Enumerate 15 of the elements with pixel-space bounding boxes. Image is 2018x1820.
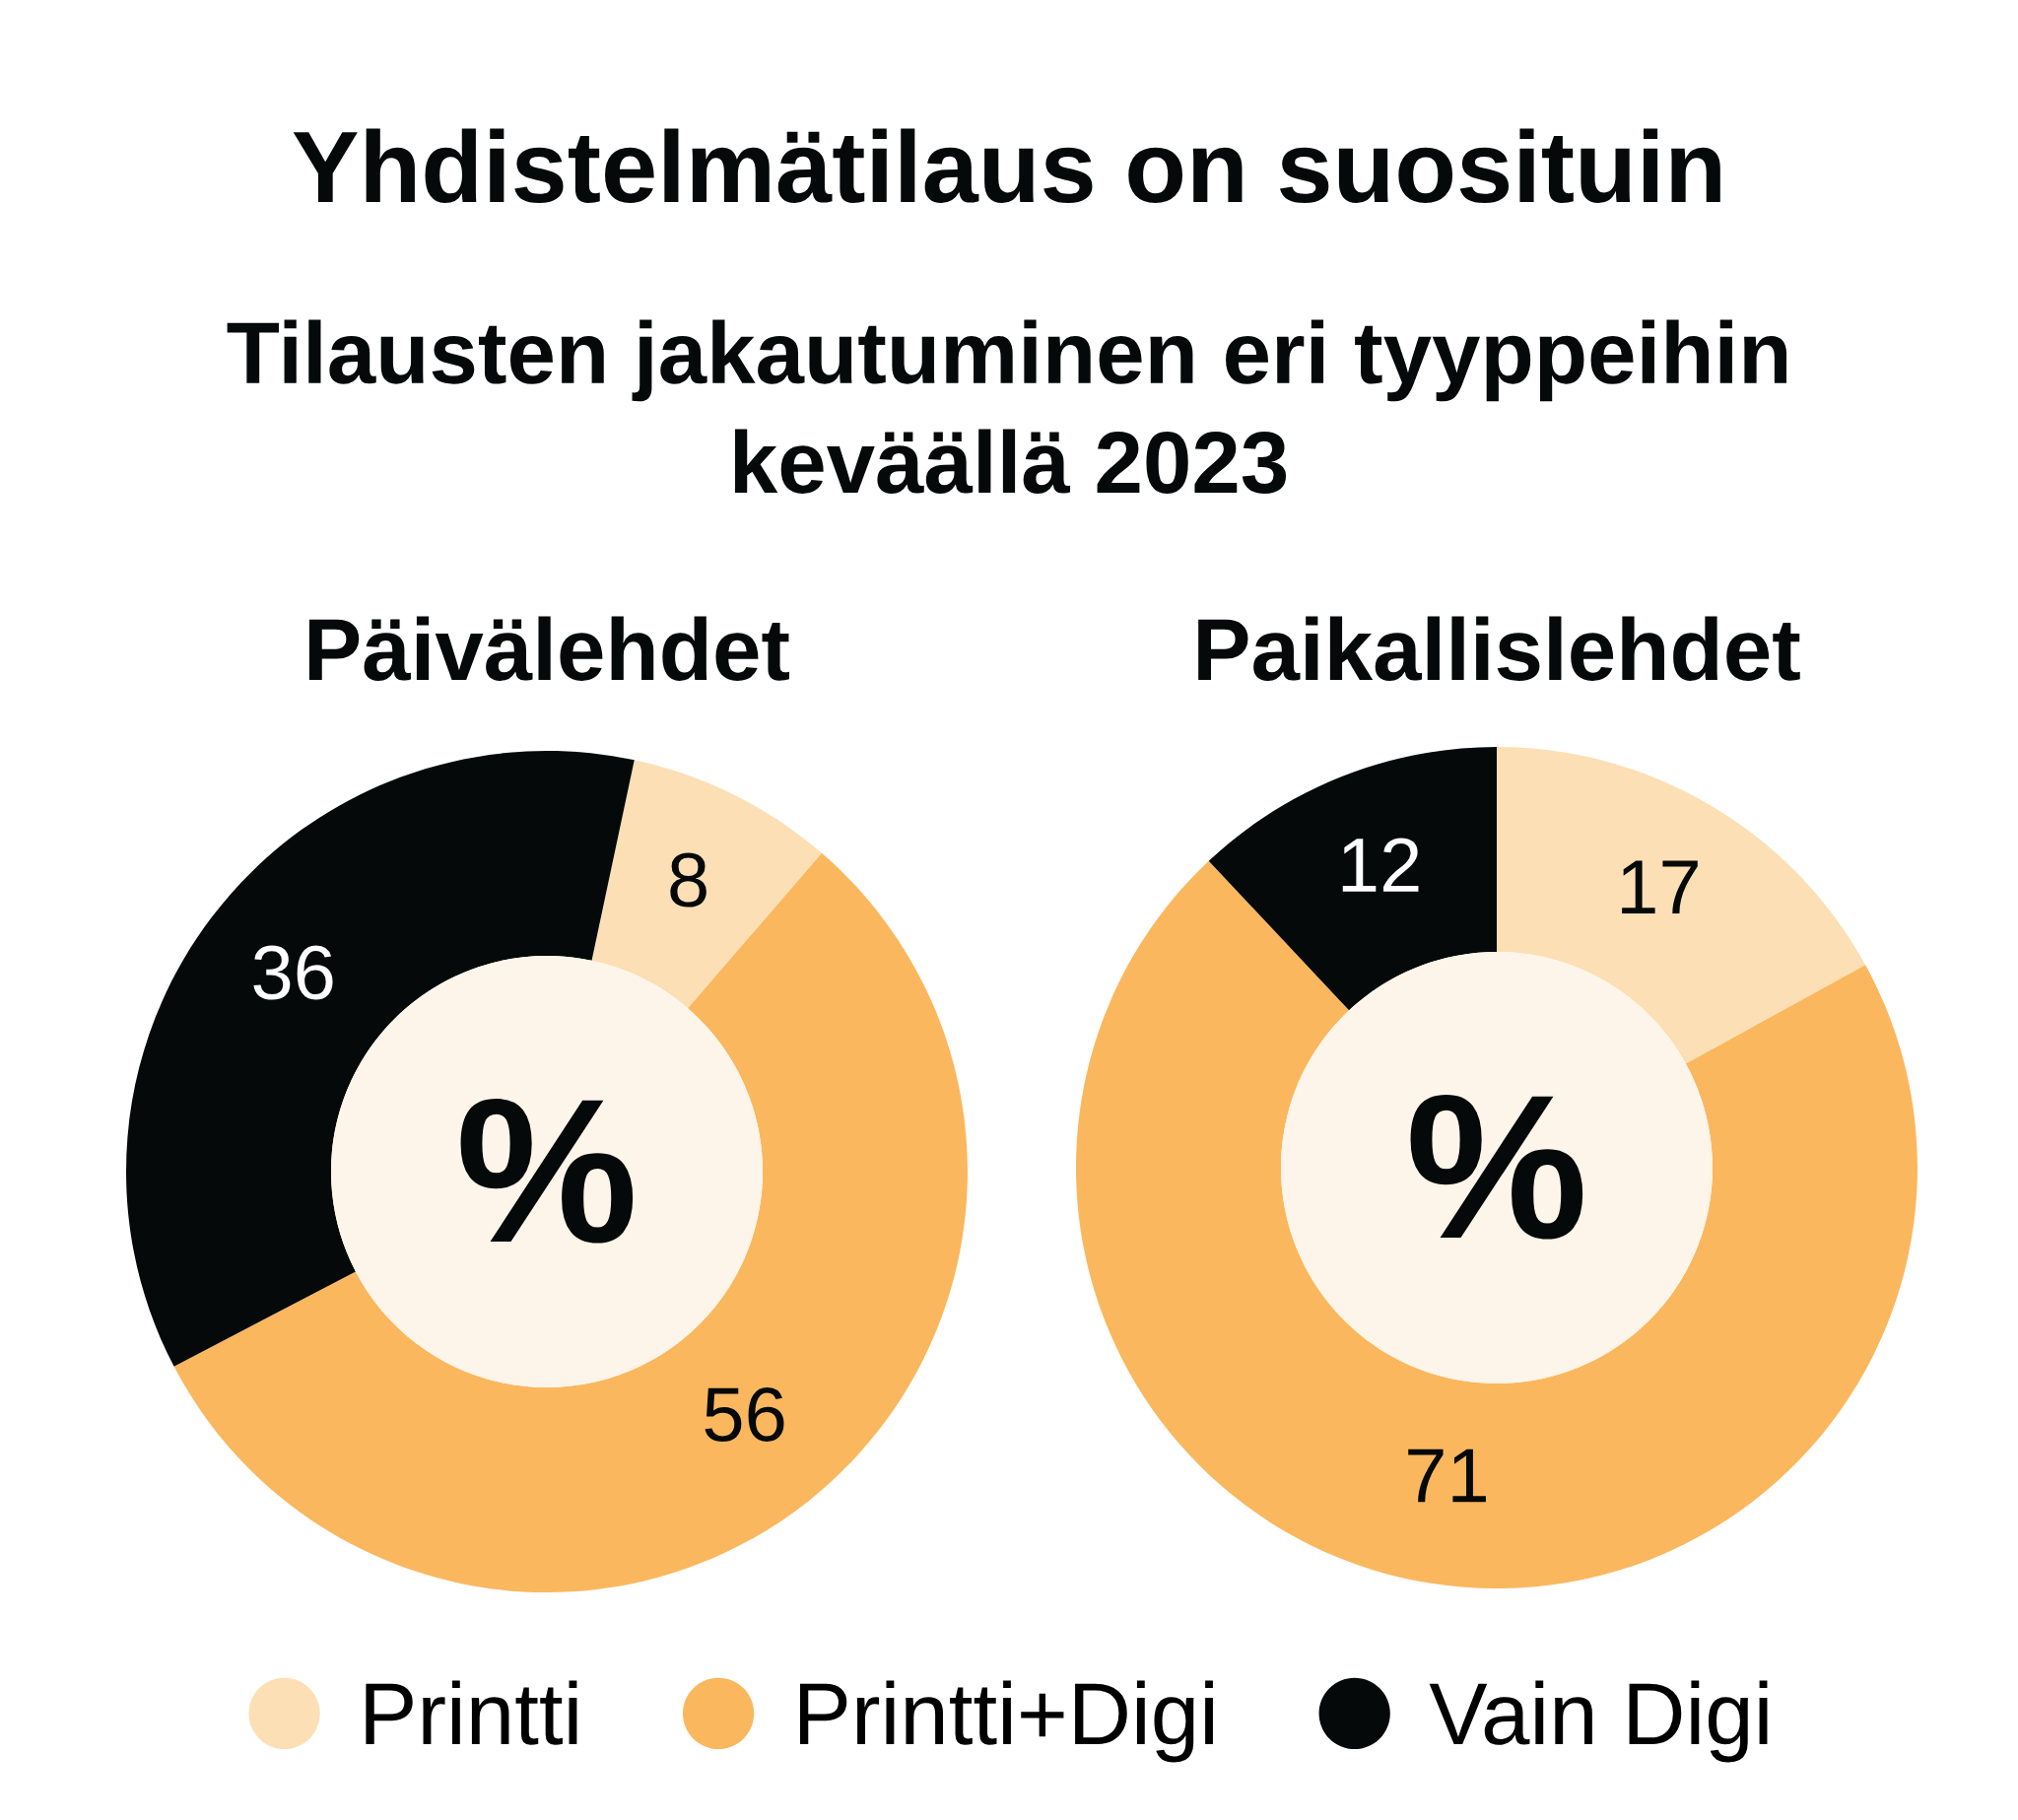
slice-label: Päivälehdet (308, 616, 789, 681)
slice-label: Paikallislehdet (1198, 616, 1800, 681)
text: % (1410, 1095, 1583, 1240)
data-label: 36 (253, 945, 333, 1000)
legend-label: Printti+Digi (799, 1680, 1213, 1763)
data-label: 56 (705, 1386, 784, 1443)
chart-subtitle: Tilausten jakautuminen eri tyyppeihin keväällä 2023 (227, 319, 1787, 494)
legend-label: Printti (366, 1680, 577, 1745)
data-label: 8 (670, 852, 706, 908)
chart-title: Yhdistelmätilaus on suosituin (293, 128, 1720, 204)
data-label: 12 (1342, 838, 1419, 892)
text: % (460, 1099, 634, 1244)
data-label: 71 (1408, 1449, 1486, 1503)
data-label: 17 (1622, 860, 1698, 914)
legend-label: Vain Digi (1429, 1680, 1768, 1763)
